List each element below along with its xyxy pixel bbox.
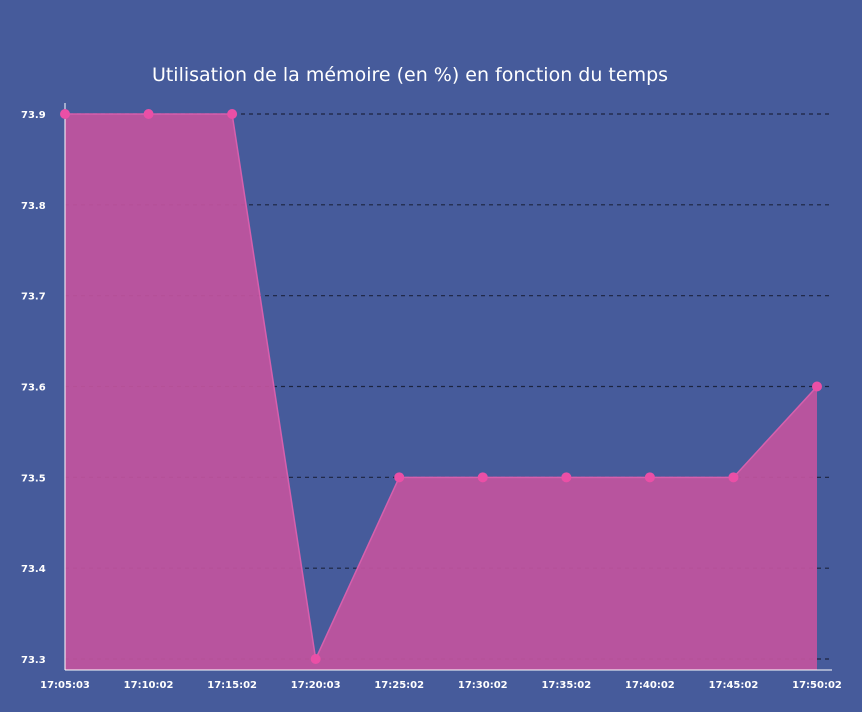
x-tick-label: 17:05:03 [40, 680, 90, 691]
area-series [65, 113, 818, 670]
x-tick-label: 17:50:02 [792, 680, 842, 691]
x-tick-label: 17:15:02 [207, 680, 257, 691]
x-tick-label: 17:40:02 [625, 680, 675, 691]
y-axis-ticks: 73.3 73.4 73.5 73.6 73.7 73.8 73.9 [21, 110, 46, 666]
data-point [477, 472, 488, 483]
y-tick-label: 73.3 [21, 655, 46, 666]
data-point [143, 109, 154, 119]
y-tick-label: 73.8 [21, 201, 46, 212]
x-tick-label: 17:10:02 [124, 680, 174, 691]
x-axis-ticks: 17:05:03 17:10:02 17:15:02 17:20:03 17:25:02… [40, 680, 842, 691]
chart-title: Utilisation de la mémoire (en %) en fonc… [152, 64, 668, 86]
data-point [644, 472, 655, 483]
data-point [728, 472, 739, 483]
y-tick-label: 73.6 [21, 383, 46, 394]
x-tick-label: 17:20:03 [291, 680, 341, 691]
x-tick-label: 17:30:02 [458, 680, 508, 691]
y-tick-label: 73.4 [21, 564, 46, 575]
series-line [65, 113, 818, 662]
y-tick-label: 73.9 [21, 110, 46, 121]
y-tick-label: 73.5 [21, 473, 46, 484]
data-markers [60, 109, 822, 664]
y-tick-label: 73.7 [21, 292, 46, 303]
data-point [227, 109, 238, 119]
data-point [561, 472, 572, 483]
x-tick-label: 17:25:02 [374, 680, 424, 691]
x-tick-label: 17:35:02 [541, 680, 591, 691]
data-point [60, 109, 70, 119]
data-point [394, 472, 405, 483]
data-point [812, 381, 822, 392]
x-tick-label: 17:45:02 [709, 680, 759, 691]
data-point [310, 654, 321, 664]
axes [64, 103, 832, 671]
